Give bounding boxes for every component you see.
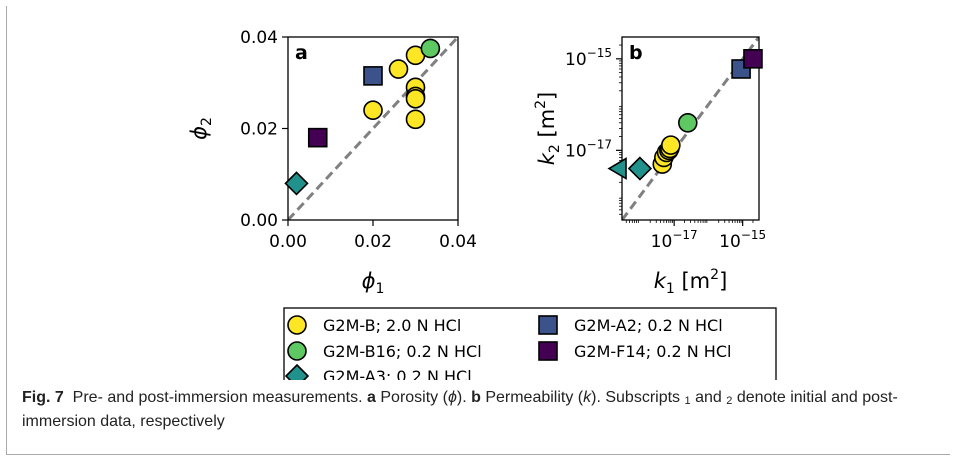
legend-label-g2m-a3-0-2-n-hcl: G2M-A3; 0.2 N HCl — [323, 367, 472, 380]
panel-a-xtick-label-1: 0.02 — [354, 232, 392, 252]
panel-b-ytick-label-0-exp: −17 — [587, 137, 612, 151]
panel-a-xlabel-symbol: ϕ — [362, 269, 376, 293]
caption-b-label: b — [471, 389, 481, 406]
panel-b-label: b — [629, 42, 643, 64]
panel-b-xtick-label-1: 10−15 — [719, 228, 766, 252]
legend-marker-g2m-a3-0-2-n-hcl — [284, 363, 310, 380]
legend-marker-g2m-a2-0-2-n-hcl — [538, 315, 558, 335]
caption-a-close: ). — [456, 389, 467, 406]
caption-k: k — [583, 389, 592, 406]
figure-frame — [6, 6, 950, 455]
legend-marker-g2m-b16-0-2-n-hcl — [287, 341, 307, 361]
caption-sub-2: 2 — [726, 395, 733, 407]
panel-b-xtick-label-1-exp: −15 — [741, 228, 766, 242]
panel-a-ytick-label-0: 0.00 — [240, 211, 278, 231]
panel-a-ytick-label-2: 0.04 — [240, 28, 278, 48]
panel-a-point-g2m-b-2-0-n-hcl-1 — [388, 59, 409, 79]
panel-b-xlabel-symbol: k — [654, 269, 667, 293]
panel-a-ylabel-sub: 2 — [199, 117, 215, 126]
caption-rest: denote initial and post-immersion data, … — [22, 389, 898, 430]
caption-and: and — [695, 389, 722, 406]
panel-b-ylabel-unit-close: ] — [535, 92, 559, 100]
panel-b-xlabel-unit: [m — [675, 269, 710, 293]
panel-a-xlabel: ϕ1 — [362, 269, 385, 297]
legend-marker-g2m-f14-0-2-n-hcl — [538, 341, 558, 361]
panel-a-ytick-label-1: 0.02 — [240, 120, 278, 140]
legend-marker-g2m-b-2-0-n-hcl — [287, 315, 307, 335]
panel-b-ylabel-symbol: k — [535, 152, 559, 165]
panel-b-ylabel-unit-exp: 2 — [533, 100, 549, 109]
legend-label-g2m-b16-0-2-n-hcl: G2M-B16; 0.2 N HCl — [323, 342, 482, 361]
panel-a-ylabel: ϕ2 — [187, 117, 215, 140]
caption-fig-label: Fig. 7 — [22, 389, 64, 406]
caption-title: Pre- and post-immersion measurements. — [72, 389, 363, 406]
panel-b-xtick-label-0: 10−17 — [651, 228, 698, 252]
panel-b-xlabel-sub: 1 — [666, 281, 675, 297]
legend-box — [283, 307, 777, 380]
panel-a-point-g2m-b-2-0-n-hcl-6 — [405, 109, 426, 130]
panel-b-ytick-label-1-base: 10 — [565, 50, 587, 70]
panel-b-ylabel-unit: [m — [535, 109, 559, 144]
panel-a-point-g2m-a3-0-2-n-hcl-0 — [284, 171, 309, 196]
caption-a-label: a — [367, 389, 376, 406]
caption-a-text: Porosity ( — [380, 389, 448, 406]
legend-label-g2m-a2-0-2-n-hcl: G2M-A2; 0.2 N HCl — [574, 316, 723, 335]
panel-a-xlabel-sub: 1 — [375, 281, 384, 297]
panel-a-ylabel-symbol: ϕ — [187, 126, 211, 140]
figure-caption: Fig. 7 Pre- and post-immersion measureme… — [22, 386, 942, 434]
caption-sub-1: 1 — [684, 395, 691, 407]
legend-label-g2m-f14-0-2-n-hcl: G2M-F14; 0.2 N HCl — [574, 342, 731, 361]
panel-b-xtick-label-0-base: 10 — [651, 232, 673, 252]
panel-b-xlabel: k1 [m2] — [654, 267, 728, 297]
panel-b-point-g2m-b16-0-2-n-hcl-0 — [677, 112, 698, 133]
panel-a-xtick-label-0: 0.00 — [269, 232, 307, 252]
panel-b-point-g2m-f14-0-2-n-hcl-0 — [743, 49, 763, 69]
panel-b-xtick-label-1-base: 10 — [719, 232, 741, 252]
panel-a-xtick-label-2: 0.04 — [439, 232, 477, 252]
panel-a-point-g2m-a2-0-2-n-hcl-0 — [363, 66, 383, 86]
legend-label-g2m-b-2-0-n-hcl: G2M-B; 2.0 N HCl — [323, 316, 461, 335]
panel-b-ytick-label-1-exp: −15 — [587, 46, 612, 60]
panel-a-point-g2m-b-2-0-n-hcl-5 — [405, 88, 426, 109]
panel-b-ytick-label-0-base: 10 — [565, 141, 587, 161]
panel-b-xtick-label-0-exp: −17 — [672, 228, 697, 242]
panel-b-point-g2m-b-2-0-n-hcl-5 — [661, 135, 681, 155]
caption-phi: ϕ — [447, 389, 457, 406]
caption-b-close: ). Subscripts — [591, 389, 681, 406]
panel-b-clipped-marker-0 — [607, 157, 627, 180]
panel-b-xlabel-unit-close: ] — [719, 269, 727, 293]
panel-b-ylabel-sub: 2 — [547, 144, 563, 153]
panel-a-point-g2m-f14-0-2-n-hcl-0 — [307, 127, 328, 148]
panel-b-xlabel-unit-exp: 2 — [710, 267, 719, 283]
panel-a-label: a — [295, 42, 308, 64]
panel-b-ytick-label-0: 10−17 — [565, 137, 612, 161]
panel-b-point-g2m-a3-0-2-n-hcl-0 — [627, 156, 653, 181]
caption-b-text: Permeability ( — [485, 389, 584, 406]
panel-a-point-g2m-b16-0-2-n-hcl-0 — [420, 38, 441, 59]
legend: G2M-B; 2.0 N HCl G2M-B16; 0.2 N HCl G2M-A3… — [283, 307, 777, 380]
panel-a-point-g2m-b-2-0-n-hcl-0 — [363, 100, 383, 120]
panel-b-ytick-label-1: 10−15 — [565, 46, 612, 70]
panel-b-ylabel: k2 [m2] — [533, 92, 563, 166]
